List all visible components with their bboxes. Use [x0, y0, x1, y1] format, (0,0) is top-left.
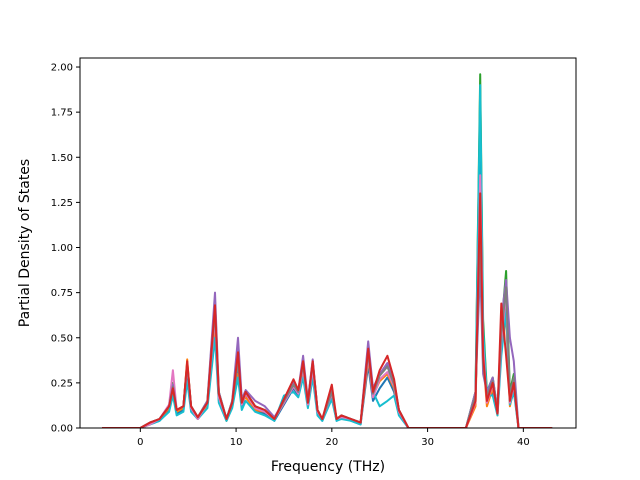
series-layer: [102, 73, 553, 428]
x-tick-label: 30: [421, 437, 434, 448]
y-tick-label: 1.50: [51, 153, 73, 164]
y-tick-label: 2.00: [51, 63, 73, 74]
y-axis: 0.00 0.25 0.50 0.75 1.00 1.25 1.50 1.75 2.00: [51, 63, 80, 435]
y-tick-label: 0.25: [51, 378, 73, 389]
y-tick-label: 0.00: [51, 424, 73, 435]
x-tick-label: 10: [230, 437, 243, 448]
x-axis-title: Frequency (THz): [271, 459, 385, 475]
plot-frame: [79, 57, 577, 429]
x-tick-label: 40: [517, 437, 530, 448]
x-tick-label: 20: [325, 437, 338, 448]
y-tick-label: 0.50: [51, 333, 73, 344]
x-axis: 0 10 20 30 40: [137, 428, 530, 448]
y-tick-label: 1.75: [51, 108, 73, 119]
y-axis-title: Partial Density of States: [17, 159, 33, 327]
series-line-8: [102, 192, 553, 428]
y-tick-label: 0.75: [51, 288, 73, 299]
x-tick-label: 0: [137, 437, 143, 448]
y-tick-label: 1.00: [51, 243, 73, 254]
y-tick-label: 1.25: [51, 198, 73, 209]
